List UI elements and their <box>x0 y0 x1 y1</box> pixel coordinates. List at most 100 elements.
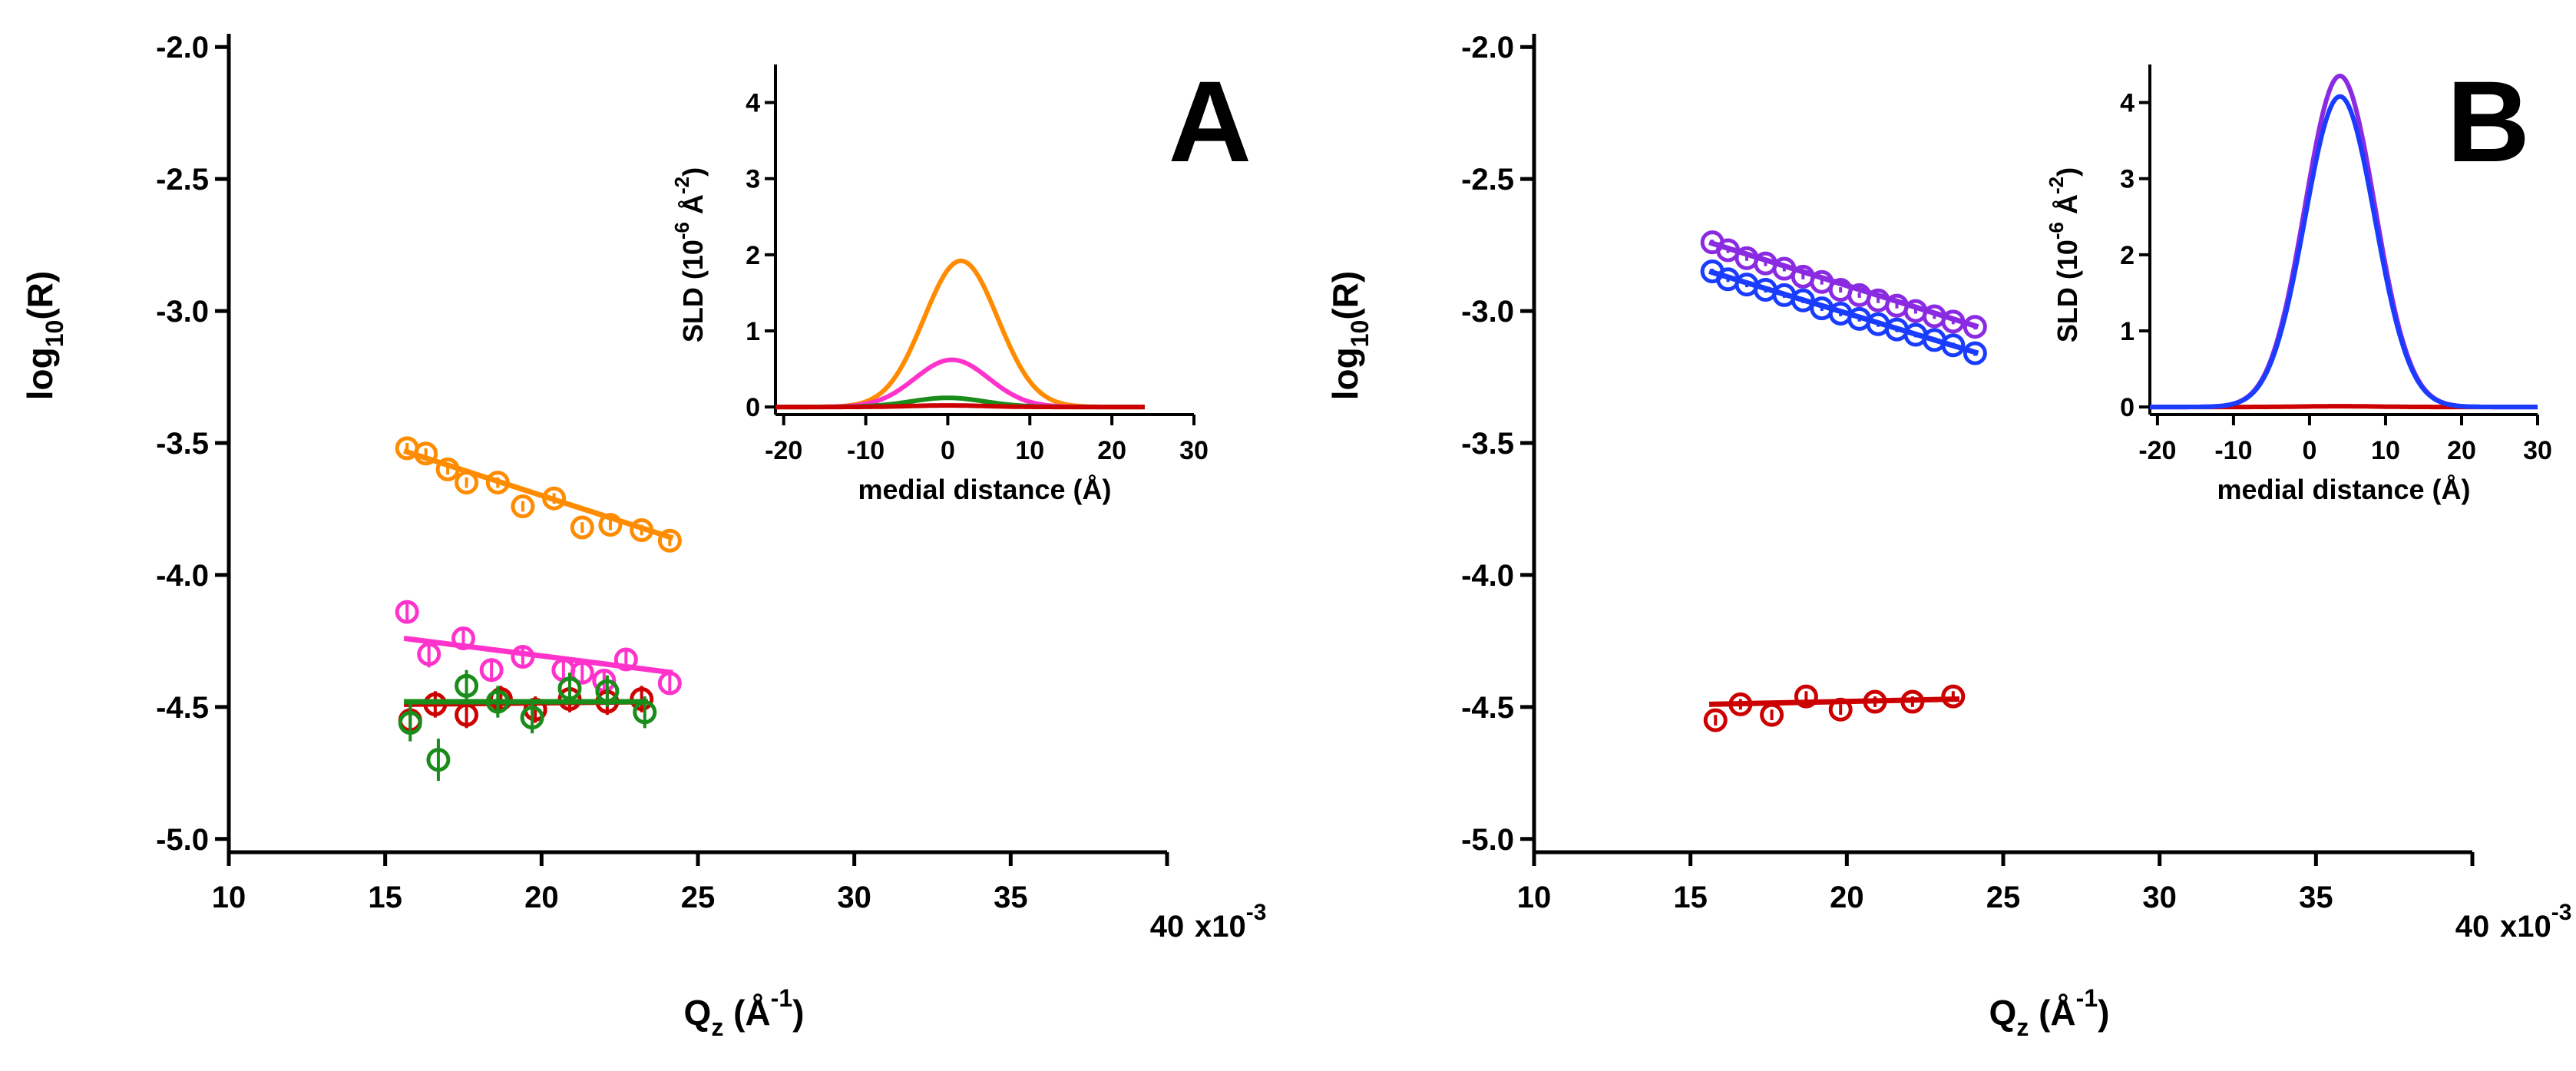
x-axis-title-space <box>2029 993 2039 1033</box>
x-axis-title: Qz (Å-1) <box>1989 984 2110 1041</box>
inset-y-tick-label: 3 <box>2120 165 2135 194</box>
y-tick-label: -3.0 <box>1461 295 1514 329</box>
inset-y-tick-label: 1 <box>746 317 760 346</box>
x-multiplier: x10-3 <box>2500 900 2571 944</box>
data-point <box>455 673 479 698</box>
data-point <box>395 600 419 624</box>
y-axis-title: log10(R) <box>20 271 68 400</box>
series-magenta <box>395 600 682 696</box>
x-tick-label: 35 <box>994 881 1028 914</box>
inset-y-tick-label: 2 <box>2120 241 2135 270</box>
data-point <box>657 528 682 553</box>
x-axis-title-close: ) <box>792 993 804 1033</box>
inset-x-tick-label: 20 <box>1097 436 1126 465</box>
data-point <box>1963 341 1987 365</box>
x-multiplier-exp: -3 <box>1246 900 1267 925</box>
y-tick-label: -4.0 <box>1461 559 1514 593</box>
fit-line <box>403 635 673 676</box>
data-point <box>598 513 623 537</box>
x-axis-title-q: Q <box>684 993 712 1033</box>
inset-x-tick-label: -20 <box>765 436 802 465</box>
x-tick-label: 15 <box>1673 881 1708 914</box>
data-point <box>426 748 451 772</box>
x-axis-title-space <box>723 993 733 1033</box>
x-tick-label: 10 <box>212 881 246 914</box>
x-multiplier-exp: -3 <box>2551 900 2572 925</box>
x-axis-title-close: ) <box>2098 993 2109 1033</box>
inset-y-title-base: SLD (10 <box>677 240 709 342</box>
data-point <box>511 494 535 519</box>
x-multiplier: x10-3 <box>1195 900 1266 944</box>
y-axis-title-sub: 10 <box>41 320 68 348</box>
inset-y-tick-label: 4 <box>2120 89 2135 118</box>
y-tick-label: -5.0 <box>156 823 209 857</box>
y-tick-label: -4.0 <box>156 559 209 593</box>
data-point <box>1963 315 1987 339</box>
inset-y-title-mid: Å <box>2052 194 2083 222</box>
inset-x-tick-label: 30 <box>2523 436 2552 465</box>
y-tick-label: -2.5 <box>1461 163 1514 197</box>
y-axis-title-log: log <box>20 347 60 400</box>
inset-x-tick-label: 0 <box>2302 436 2316 465</box>
x-tick-label: 30 <box>2142 881 2177 914</box>
inset-curve-blue <box>2149 94 2538 410</box>
inset-y-title-base: SLD (10 <box>2052 240 2083 342</box>
inset-y-tick-label: 0 <box>746 393 760 422</box>
x-tick-label: 30 <box>837 881 871 914</box>
inset-y-title-sup2: -2 <box>2045 177 2068 194</box>
fit-line <box>1708 240 1979 330</box>
y-tick-label: -5.0 <box>1461 823 1514 857</box>
fit-line <box>403 448 674 541</box>
inset-chart: 0 1 2 3 4 -20 -10 0 10 20 30 medial distance (Å) SLD… <box>2045 64 2552 505</box>
inset-y-title-sup2: -2 <box>670 177 693 194</box>
inset-x-axis-title: medial distance (Å) <box>2217 474 2470 505</box>
inset-y-axis-title: SLD (10-6 Å-2) <box>2045 167 2083 342</box>
panel-B: -5.0-4.5-4.0-3.5-3.0-2.5-2.010 15 20 25 30 35… <box>1325 31 2571 1041</box>
inset-y-title-close: ) <box>677 167 709 177</box>
x-axis-title-unit: (Å <box>733 993 771 1033</box>
y-tick-label: -4.5 <box>1461 691 1514 725</box>
data-point <box>1703 708 1728 732</box>
x-axis-title-q: Q <box>1989 993 2017 1033</box>
data-point <box>520 706 544 730</box>
data-point <box>613 647 638 672</box>
inset-y-tick-label: 2 <box>746 241 760 270</box>
inset-x-tick-label: 0 <box>941 436 955 465</box>
y-tick-label: -2.5 <box>156 163 209 197</box>
x-axis-title-sub: z <box>711 1013 723 1041</box>
x-multiplier-base: x10 <box>2500 910 2551 944</box>
fit-line <box>1708 269 1979 356</box>
inset-x-tick-label: -10 <box>2214 436 2252 465</box>
x-axis-title-sub: z <box>2016 1013 2029 1041</box>
x-tick-label: 25 <box>1986 881 2021 914</box>
y-axis-title-rest: (R) <box>20 271 60 320</box>
series-purple <box>1700 230 1987 339</box>
y-axis-title-rest: (R) <box>1325 271 1365 320</box>
inset-curve-orange <box>775 258 1146 410</box>
x-tick-label: 40 <box>1150 910 1185 944</box>
y-tick-label: -2.0 <box>156 31 209 64</box>
inset-x-tick-label: -20 <box>2138 436 2176 465</box>
inset-x-tick-label: 10 <box>1015 436 1044 465</box>
inset-y-tick-label: 1 <box>2120 317 2135 346</box>
series-red <box>1703 684 1966 732</box>
x-tick-label: 10 <box>1517 881 1552 914</box>
y-axis-title-log: log <box>1325 347 1365 400</box>
data-point <box>557 676 582 701</box>
series-green <box>398 669 657 782</box>
inset-x-axis-title: medial distance (Å) <box>858 474 1111 505</box>
x-tick-label: 40 <box>2455 910 2490 944</box>
panel-label: B <box>2447 57 2530 186</box>
x-axis-title-unit: (Å <box>2039 993 2076 1033</box>
data-point <box>1941 684 1966 709</box>
x-axis-title-sup: -1 <box>2076 984 2098 1012</box>
inset-y-tick-label: 0 <box>2120 393 2135 422</box>
x-axis-title: Qz (Å-1) <box>684 984 805 1041</box>
inset-y-title-mid: Å <box>677 194 709 222</box>
inset-y-tick-label: 3 <box>746 165 760 194</box>
inset-y-tick-label: 4 <box>746 89 760 118</box>
inset-x-tick-label: 30 <box>1179 436 1209 465</box>
inset-chart: 0 1 2 3 4 -20 -10 0 10 20 30 medial distance (Å) SLD… <box>670 64 1209 505</box>
fit-line <box>1709 696 1960 707</box>
